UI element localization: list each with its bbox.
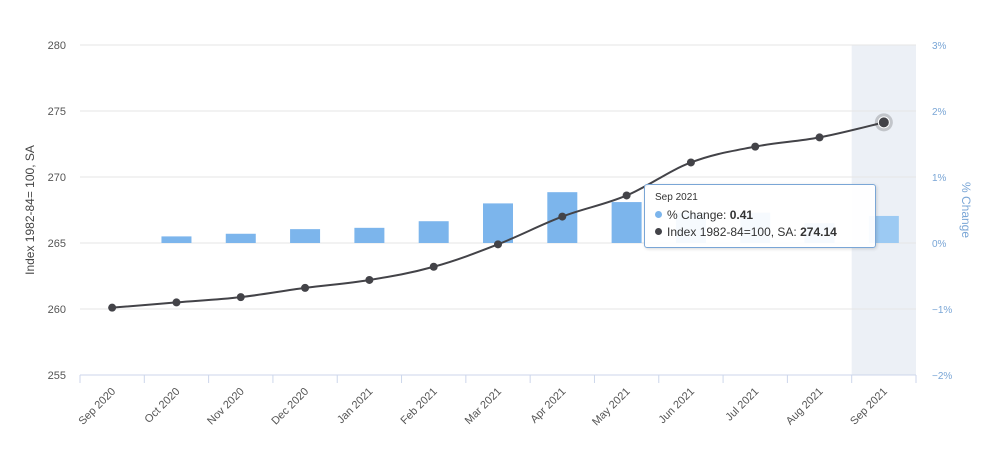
point [429,262,438,271]
y-left-tick-label: 260 [48,304,66,316]
point [751,142,760,151]
y-left-tick-label: 255 [48,370,66,382]
point [172,298,181,307]
x-tick-label: Mar 2021 [463,386,504,427]
y-right-tick-label: 1% [932,173,947,184]
point [365,275,374,284]
x-tick-label: Jul 2021 [723,386,761,424]
x-tick-label: Oct 2020 [143,386,183,426]
bar [418,221,449,243]
point [622,191,631,200]
x-tick-label: May 2021 [590,386,633,429]
y-left-tick-label: 280 [48,40,66,52]
tooltip-dot-change [655,211,662,219]
y-right-tick-label: 0% [932,239,947,250]
y-left-tick-label: 275 [48,106,66,118]
bar [354,227,385,243]
y-axis-title-right: % Change [959,182,973,238]
y-right-tick-label: −2% [932,371,952,382]
y-left-tick-label: 270 [48,172,66,184]
tooltip-date: Sep 2021 [655,192,698,203]
y-right-tick-label: −1% [932,305,952,316]
tooltip-row-change: % Change: 0.41 [655,207,865,224]
line-series [108,113,893,312]
point [494,240,502,249]
tooltip-label-index: Index 1982-84=100, SA: [667,225,801,239]
x-tick-label: Jun 2021 [657,386,697,426]
point [686,158,695,167]
tooltip-label-change: % Change: [667,208,730,222]
y-right-tick-label: 2% [932,107,947,118]
point [236,293,245,302]
tooltip: Sep 2021 % Change: 0.41 Index 1982-84=10… [644,184,876,248]
x-tick-label: Nov 2020 [205,386,247,428]
point [301,283,310,292]
point [815,133,824,142]
y-left-tick-label: 265 [48,238,66,250]
x-tick-label: Dec 2020 [269,386,311,428]
point [558,212,567,221]
bar [483,203,513,243]
x-tick-label: Apr 2021 [528,386,568,426]
y-axis-title-left: Index 1982-84= 100, SA [23,145,37,275]
tooltip-value-index: 274.14 [800,225,837,239]
point [108,303,117,312]
bar [290,229,321,243]
bar [225,233,256,243]
bar [161,236,192,243]
x-tick-label: Feb 2021 [398,386,439,427]
tooltip-dot-index [655,228,662,236]
tooltip-row-index: Index 1982-84=100, SA: 274.14 [655,224,865,241]
tooltip-value-change: 0.41 [729,208,754,222]
y-right-tick-label: 3% [932,41,947,52]
bar [611,202,642,243]
x-tick-label: Jan 2021 [335,386,375,426]
x-tick-label: Aug 2021 [784,386,826,428]
point [877,116,890,129]
x-tick-label: Sep 2020 [76,386,118,428]
x-tick-label: Sep 2021 [848,386,890,428]
